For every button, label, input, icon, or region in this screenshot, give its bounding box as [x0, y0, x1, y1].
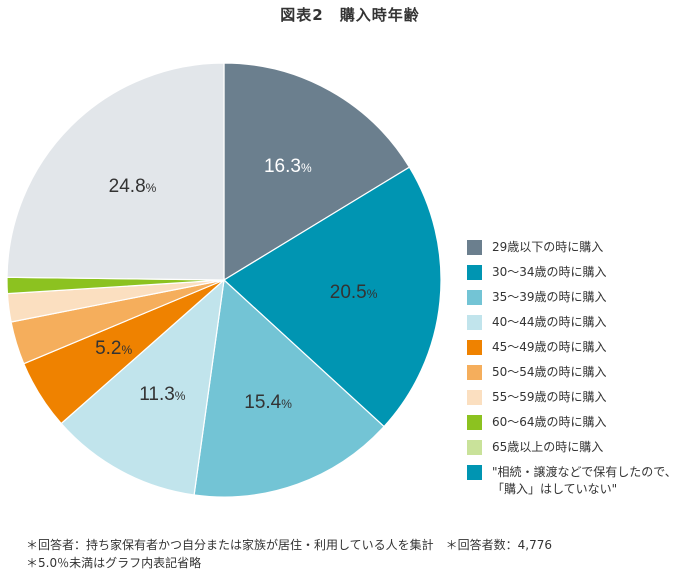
legend-swatch-icon: [467, 315, 482, 330]
legend-item: 50〜54歳の時に購入: [467, 364, 677, 389]
legend-label: 55〜59歳の時に購入: [492, 390, 607, 404]
legend-swatch-icon: [467, 390, 482, 405]
legend-item: 40〜44歳の時に購入: [467, 314, 677, 339]
slice-value-label: 15.4%: [244, 391, 292, 413]
slice-value-label: 11.3%: [139, 383, 186, 405]
pie-slice: [193, 278, 385, 498]
slice-value-label: 20.5%: [329, 281, 378, 303]
legend-label: 65歳以上の時に購入: [492, 440, 604, 454]
slice-value-label: 16.3%: [263, 155, 312, 177]
legend-item: 65歳以上の時に購入: [467, 439, 677, 464]
legend-item: 30〜34歳の時に購入: [467, 264, 677, 289]
legend-label: "相続・譲渡などで保有したので、 「購入」はしていない": [492, 465, 677, 496]
legend-label: 35〜39歳の時に購入: [492, 290, 607, 304]
legend-swatch-icon: [467, 440, 482, 455]
chart-title: 図表2 購入時年齢: [280, 6, 420, 24]
slice-value-label: 24.8%: [108, 176, 157, 198]
legend-swatch-icon: [467, 415, 482, 430]
pie-slice: [223, 166, 442, 428]
legend-label: 40〜44歳の時に購入: [492, 315, 607, 329]
legend-item: 45〜49歳の時に購入: [467, 339, 677, 364]
legend-item: 29歳以下の時に購入: [467, 239, 677, 264]
slice-value-label: 5.2%: [95, 338, 133, 360]
legend-swatch-icon: [467, 340, 482, 355]
legend-label: 45〜49歳の時に購入: [492, 340, 607, 354]
footnote-respondents: ＊回答者：持ち家保有者かつ自分または家族が居住・利用している人を集計 ＊回答者数…: [26, 538, 552, 552]
legend-swatch-icon: [467, 465, 482, 480]
pie-slice: [6, 62, 225, 281]
footnote-threshold: ＊5.0％未満はグラフ内表記省略: [26, 556, 202, 570]
legend-label: 29歳以下の時に購入: [492, 240, 604, 254]
legend-item: 55〜59歳の時に購入: [467, 389, 677, 414]
legend-swatch-icon: [467, 365, 482, 380]
legend-item: 35〜39歳の時に購入: [467, 289, 677, 314]
pie-slice: [60, 278, 225, 496]
legend-label: 60〜64歳の時に購入: [492, 415, 607, 429]
footnotes: ＊回答者：持ち家保有者かつ自分または家族が居住・利用している人を集計 ＊回答者数…: [26, 536, 552, 572]
legend-swatch-icon: [467, 240, 482, 255]
legend-swatch-icon: [467, 265, 482, 280]
legend-label: 50〜54歳の時に購入: [492, 365, 607, 379]
legend-swatch-icon: [467, 290, 482, 305]
pie-slice: [223, 62, 411, 282]
legend: 29歳以下の時に購入 30〜34歳の時に購入 35〜39歳の時に購入 40〜44歳の時…: [467, 239, 677, 496]
legend-item: "相続・譲渡などで保有したので、 「購入」はしていない": [467, 464, 677, 496]
legend-label: 30〜34歳の時に購入: [492, 265, 607, 279]
legend-item: 60〜64歳の時に購入: [467, 414, 677, 439]
